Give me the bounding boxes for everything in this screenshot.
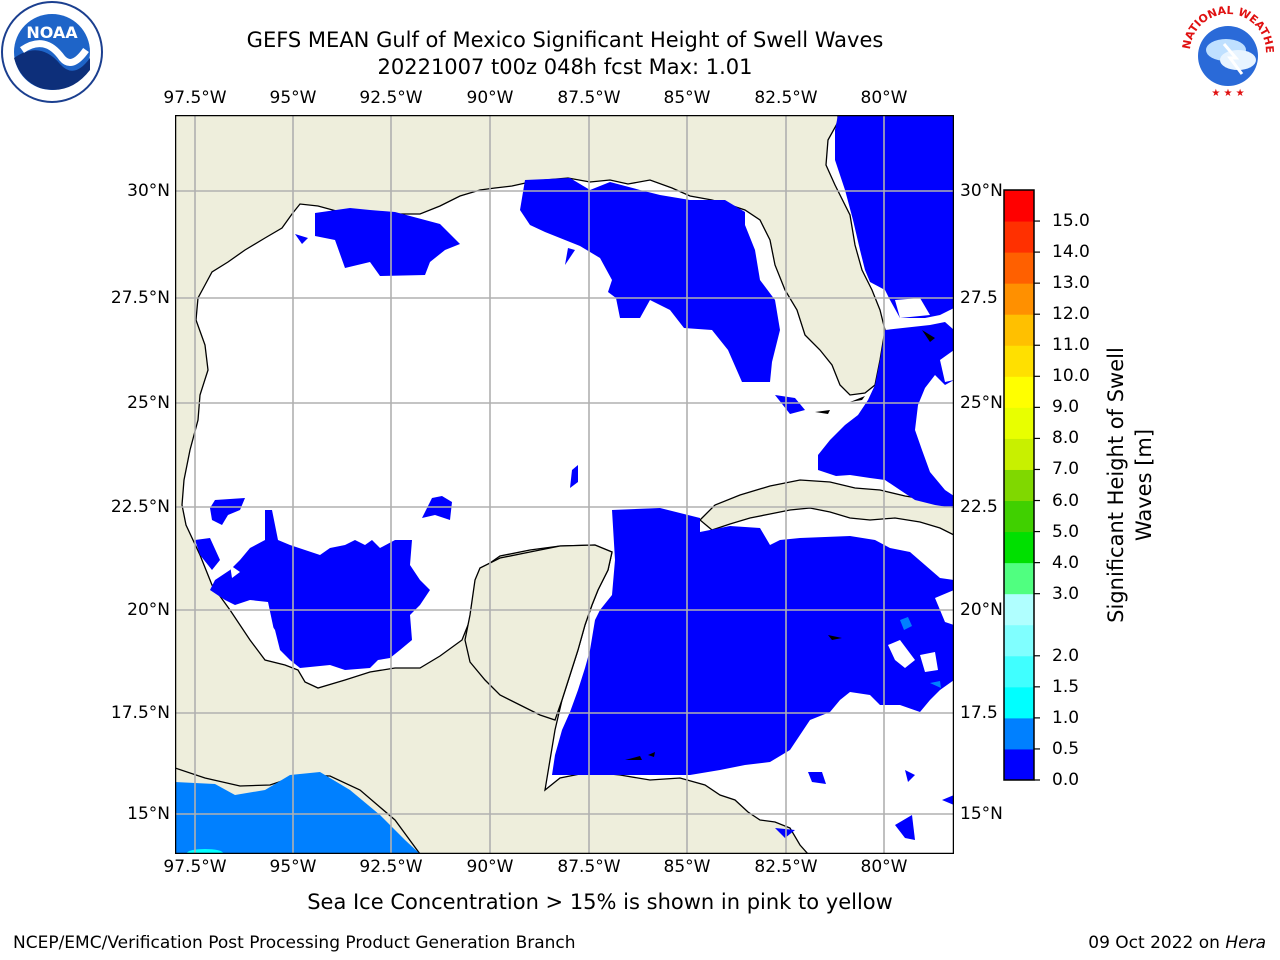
- svg-text:NOAA: NOAA: [26, 23, 78, 42]
- colorbar-band: [1004, 345, 1034, 377]
- colorbar-tick-label: 7.0: [1052, 459, 1080, 480]
- sea-ice-note: Sea Ice Concentration > 15% is shown in …: [0, 890, 1280, 914]
- lat-label: 30°N: [127, 181, 170, 201]
- lon-label: 90°W: [466, 857, 514, 877]
- footer-date: 09 Oct 2022 on Hera: [1088, 933, 1266, 953]
- lon-label: 80°W: [860, 88, 908, 108]
- lat-label: 17.5: [960, 703, 998, 723]
- footer-credit: NCEP/EMC/Verification Post Processing Pr…: [13, 933, 576, 953]
- lon-label: 95°W: [269, 88, 317, 108]
- colorbar-label-line1: Significant Height of Swell: [1104, 347, 1128, 623]
- lat-label: 15°N: [127, 804, 170, 824]
- pacific-ocean: [175, 772, 420, 854]
- colorbar-band: [1004, 748, 1034, 781]
- lat-label: 27.5°N: [110, 288, 170, 308]
- colorbar-tick-label: 2.0: [1052, 645, 1080, 666]
- lat-label: 25°N: [960, 393, 1003, 413]
- colorbar-band: [1004, 376, 1034, 408]
- chart-title: GEFS MEAN Gulf of Mexico Significant Hei…: [246, 28, 884, 52]
- colorbar-tick-label: 13.0: [1052, 273, 1090, 294]
- lon-label: 90°W: [466, 88, 514, 108]
- lon-label: 97.5°W: [163, 88, 227, 108]
- colorbar-tick-label: 3.0: [1052, 583, 1080, 604]
- colorbar-band: [1004, 562, 1034, 595]
- lat-label: 20°N: [960, 600, 1003, 620]
- lon-label: 92.5°W: [359, 857, 423, 877]
- colorbar-tick-label: 11.0: [1052, 335, 1090, 356]
- lon-label: 92.5°W: [359, 88, 423, 108]
- lon-label: 82.5°W: [754, 88, 818, 108]
- colorbar-band: [1004, 717, 1034, 750]
- colorbar-tick-label: 10.0: [1052, 366, 1090, 387]
- lon-label: 95°W: [269, 857, 317, 877]
- swell-regions: [195, 115, 954, 840]
- colorbar-tick-label: 6.0: [1052, 490, 1080, 511]
- grid-lines: [175, 115, 954, 854]
- lat-label: 17.5°N: [110, 703, 170, 723]
- lon-label: 87.5°W: [557, 857, 621, 877]
- svg-text:★ ★ ★: ★ ★ ★: [1211, 88, 1244, 99]
- colorbar-tick-label: 1.5: [1052, 676, 1080, 697]
- colorbar-tick-label: 1.0: [1052, 707, 1080, 728]
- lat-label: 22.5: [960, 497, 998, 517]
- colorbar-band: [1004, 469, 1034, 502]
- lon-label: 85°W: [663, 88, 711, 108]
- colorbar-band: [1004, 438, 1034, 470]
- chart-subtitle: 20221007 t00z 048h fcst Max: 1.01: [377, 55, 753, 79]
- colorbar-band: [1004, 407, 1034, 439]
- noaa-logo: NOAA: [1, 1, 103, 103]
- colorbar-tick-label: 9.0: [1052, 397, 1080, 418]
- lon-label: 80°W: [860, 857, 908, 877]
- colorbar-tick-label: 15.0: [1052, 211, 1090, 232]
- colorbar-band: [1004, 252, 1034, 284]
- colorbar-band: [1004, 283, 1034, 315]
- colorbar-tick-label: 0.0: [1052, 770, 1080, 790]
- lon-label: 97.5°W: [163, 857, 227, 877]
- lat-label: 15°N: [960, 804, 1003, 824]
- colorbar-tick-label: 14.0: [1052, 242, 1090, 263]
- colorbar-band: [1004, 655, 1034, 688]
- land-yucatan: [464, 544, 613, 721]
- colorbar-tick-label: 4.0: [1052, 552, 1080, 573]
- colorbar-label-line2: Waves [m]: [1132, 428, 1156, 542]
- colorbar: [1003, 189, 1040, 781]
- map-plot: [175, 115, 954, 854]
- colorbar-label: Significant Height of Swell Waves [m]: [1102, 285, 1158, 685]
- colorbar-tick-label: 0.5: [1052, 738, 1080, 759]
- colorbar-tick-label: 12.0: [1052, 304, 1090, 325]
- lat-label: 25°N: [127, 393, 170, 413]
- colorbar-band: [1004, 624, 1034, 657]
- colorbar-band: [1004, 221, 1034, 253]
- lat-label: 30°N: [960, 181, 1003, 201]
- lat-label: 27.5: [960, 288, 998, 308]
- colorbar-band: [1004, 500, 1034, 533]
- colorbar-band: [1004, 190, 1034, 222]
- colorbar-band: [1004, 531, 1034, 564]
- colorbar-band: [1004, 593, 1034, 626]
- colorbar-tick-label: 5.0: [1052, 521, 1080, 542]
- colorbar-band: [1004, 314, 1034, 346]
- nws-logo: NATIONAL WEATHER SERVICE ★ ★ ★: [1176, 0, 1278, 102]
- lat-label: 22.5°N: [110, 497, 170, 517]
- lon-label: 82.5°W: [754, 857, 818, 877]
- footer-host: Hera: [1225, 933, 1266, 953]
- sea-ice-note-text: Sea Ice Concentration > 15% is shown in …: [307, 890, 893, 914]
- footer-date-text: 09 Oct 2022 on: [1088, 933, 1220, 953]
- colorbar-tick-label: 8.0: [1052, 428, 1080, 449]
- lat-label: 20°N: [127, 600, 170, 620]
- lon-label: 85°W: [663, 857, 711, 877]
- lon-label: 87.5°W: [557, 88, 621, 108]
- colorbar-band: [1004, 686, 1034, 719]
